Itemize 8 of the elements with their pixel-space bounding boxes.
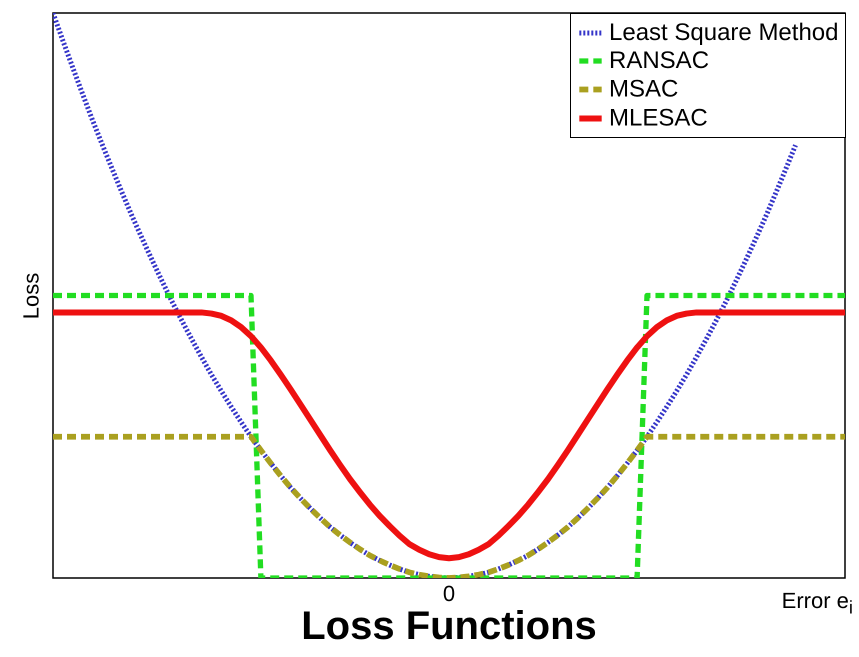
y-axis-title: Loss — [18, 272, 44, 320]
legend-label: MSAC — [609, 76, 678, 102]
legend-label: Least Square Method — [609, 19, 838, 46]
legend-label: RANSAC — [609, 47, 710, 74]
text: Loss Functions — [301, 604, 597, 648]
text: 0 — [442, 581, 456, 606]
legend-label: MLESAC — [609, 104, 708, 132]
x-axis-title: Error e$_{i}$ — [782, 588, 853, 618]
